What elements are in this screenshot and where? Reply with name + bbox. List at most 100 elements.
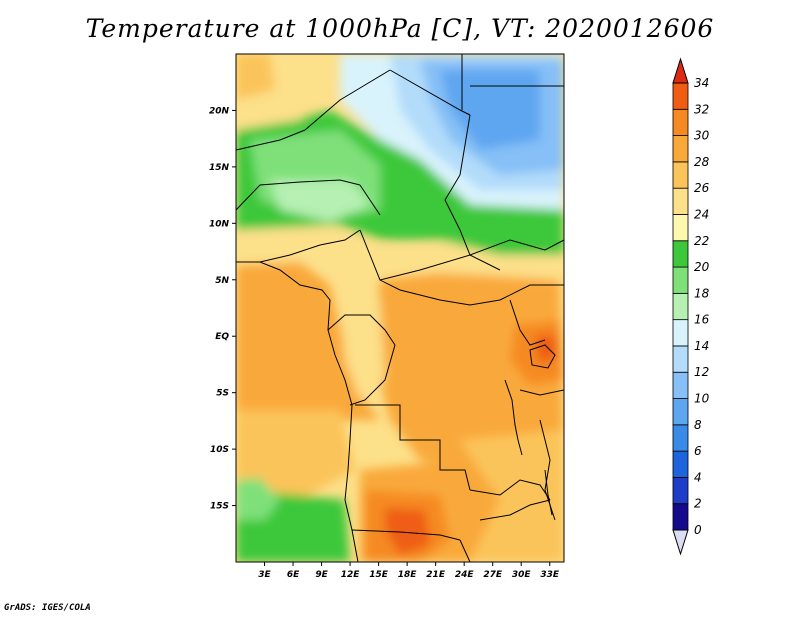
x-tick-label-27E: 27E [483, 570, 503, 580]
boundary-zambia [469, 479, 551, 501]
colorbar-segment-16 [672, 292, 689, 321]
boundary-car-north [379, 254, 501, 281]
x-tick-label-18E: 18E [398, 570, 418, 580]
boundary-sudan-ssudan [469, 239, 564, 256]
colorbar-label-0: 0 [694, 523, 702, 537]
boundary-coast [236, 261, 359, 562]
y-axis-ticks: 20N 15N 10N 5N EQ 5S 10S 15S [209, 106, 236, 512]
boundaries [236, 54, 564, 562]
colorbar-label-2: 2 [694, 497, 702, 511]
colorbar-label-30: 30 [694, 129, 710, 143]
x-tick-label-12E: 12E [341, 570, 361, 580]
colorbar-segment-12 [672, 345, 689, 373]
field-angola-hotter [385, 508, 430, 555]
boundary-car-drc [399, 289, 501, 306]
colorbar-label-34: 34 [694, 76, 709, 90]
colorbar-label-28: 28 [694, 155, 710, 169]
boundary-cameroon-car [359, 229, 401, 291]
field-congo [375, 265, 564, 470]
chart-title: Temperature at 1000hPa [C], VT: 20200126… [85, 14, 715, 43]
y-tick-label-20N: 20N [209, 106, 230, 116]
colorbar-label-24: 24 [694, 207, 709, 221]
y-tick-label-5N: 5N [215, 276, 229, 286]
colorbar-segment-20 [672, 240, 689, 268]
x-axis-ticks: 3E 6E 9E 12E 15E 18E 21E 24E 27E 30E 33E [258, 562, 560, 580]
y-tick-label-5S: 5S [216, 389, 229, 399]
colorbar-segment-18 [672, 266, 689, 294]
colorbar-segment-14 [672, 319, 689, 347]
colorbar-label-18: 18 [694, 286, 710, 300]
x-tick-label-9E: 9E [315, 570, 328, 580]
colorbar-label-26: 26 [694, 181, 710, 195]
field-namib-coast-light [236, 478, 280, 520]
colorbar-label-20: 20 [694, 260, 710, 274]
colorbar-under-triangle [672, 529, 689, 556]
colorbar-label-6: 6 [694, 444, 702, 458]
boundary-tanzania [519, 389, 564, 396]
map-frame [235, 53, 565, 563]
field-west-sahara-orange [236, 54, 275, 100]
field-atlantic [236, 262, 380, 420]
colorbar-label-12: 12 [694, 365, 709, 379]
x-tick-label-21E: 21E [426, 570, 446, 580]
boundary-nigeria-cameroon [259, 229, 361, 263]
boundary-chad-sudan [444, 114, 471, 256]
colorbar-segment-28 [672, 135, 689, 163]
temperature-field [236, 54, 564, 562]
colorbar-label-8: 8 [694, 418, 702, 432]
colorbar-segment-30 [672, 108, 689, 136]
y-tick-label-15S: 15S [210, 502, 229, 512]
colorbar-segment-8 [672, 398, 689, 426]
field-south-east [460, 430, 564, 562]
x-tick-label-33E: 33E [540, 570, 560, 580]
colorbar-segment-22 [672, 214, 689, 242]
boundary-uganda [509, 299, 546, 346]
colorbar-label-14: 14 [694, 339, 709, 353]
x-tick-label-30E: 30E [512, 570, 532, 580]
field-west-central [340, 300, 385, 400]
y-tick-label-10N: 10N [209, 219, 230, 229]
colorbar-segment-26 [672, 161, 689, 189]
boundary-gabon [327, 314, 396, 346]
colorbar-segment-32 [672, 82, 689, 110]
colorbar-label-4: 4 [694, 470, 702, 484]
y-tick-label-EQ: EQ [215, 332, 229, 342]
boundary-drc-angola [355, 404, 471, 491]
lake-victoria [529, 344, 556, 369]
x-tick-label-6E: 6E [287, 570, 300, 580]
y-tick-label-10S: 10S [210, 445, 229, 455]
boundary-niger-chad [359, 184, 381, 216]
lake-malawi [544, 469, 553, 516]
boundary-angola-namibia [351, 529, 461, 541]
colorbar-segment-2 [672, 477, 689, 505]
colorbar-label-16: 16 [694, 313, 710, 327]
colorbar-segment-6 [672, 424, 689, 452]
boundary-zambia-zimbabwe [479, 499, 551, 521]
boundary-niger-south [236, 179, 361, 211]
field-atlantic-south [236, 410, 355, 500]
boundary-mali-algeria [236, 129, 306, 151]
field-ne-deep [440, 70, 540, 150]
x-tick-label-15E: 15E [369, 570, 389, 580]
x-tick-label-24E: 24E [455, 570, 475, 580]
grads-credit: GrADS: IGES/COLA [4, 603, 91, 613]
y-tick-label-15N: 15N [209, 163, 230, 173]
colorbar-label-22: 22 [694, 234, 709, 248]
lake-tanganyika [504, 379, 523, 456]
colorbar-label-10: 10 [694, 392, 710, 406]
colorbar-segment-10 [672, 371, 689, 399]
colorbar-segment-24 [672, 187, 689, 215]
boundary-libya-niger [304, 69, 391, 131]
boundary-libya-chad [389, 69, 471, 116]
colorbar-segment-0 [672, 503, 689, 531]
boundary-ssudan-south [499, 284, 564, 301]
colorbar-over-triangle [672, 57, 689, 84]
colorbar-label-32: 32 [694, 102, 709, 116]
boundary-namibia-botswana [459, 539, 471, 562]
boundary-congo-drc [349, 344, 396, 406]
colorbar-segment-4 [672, 450, 689, 478]
field-chad-pale [270, 180, 370, 222]
x-tick-label-3E: 3E [258, 570, 271, 580]
